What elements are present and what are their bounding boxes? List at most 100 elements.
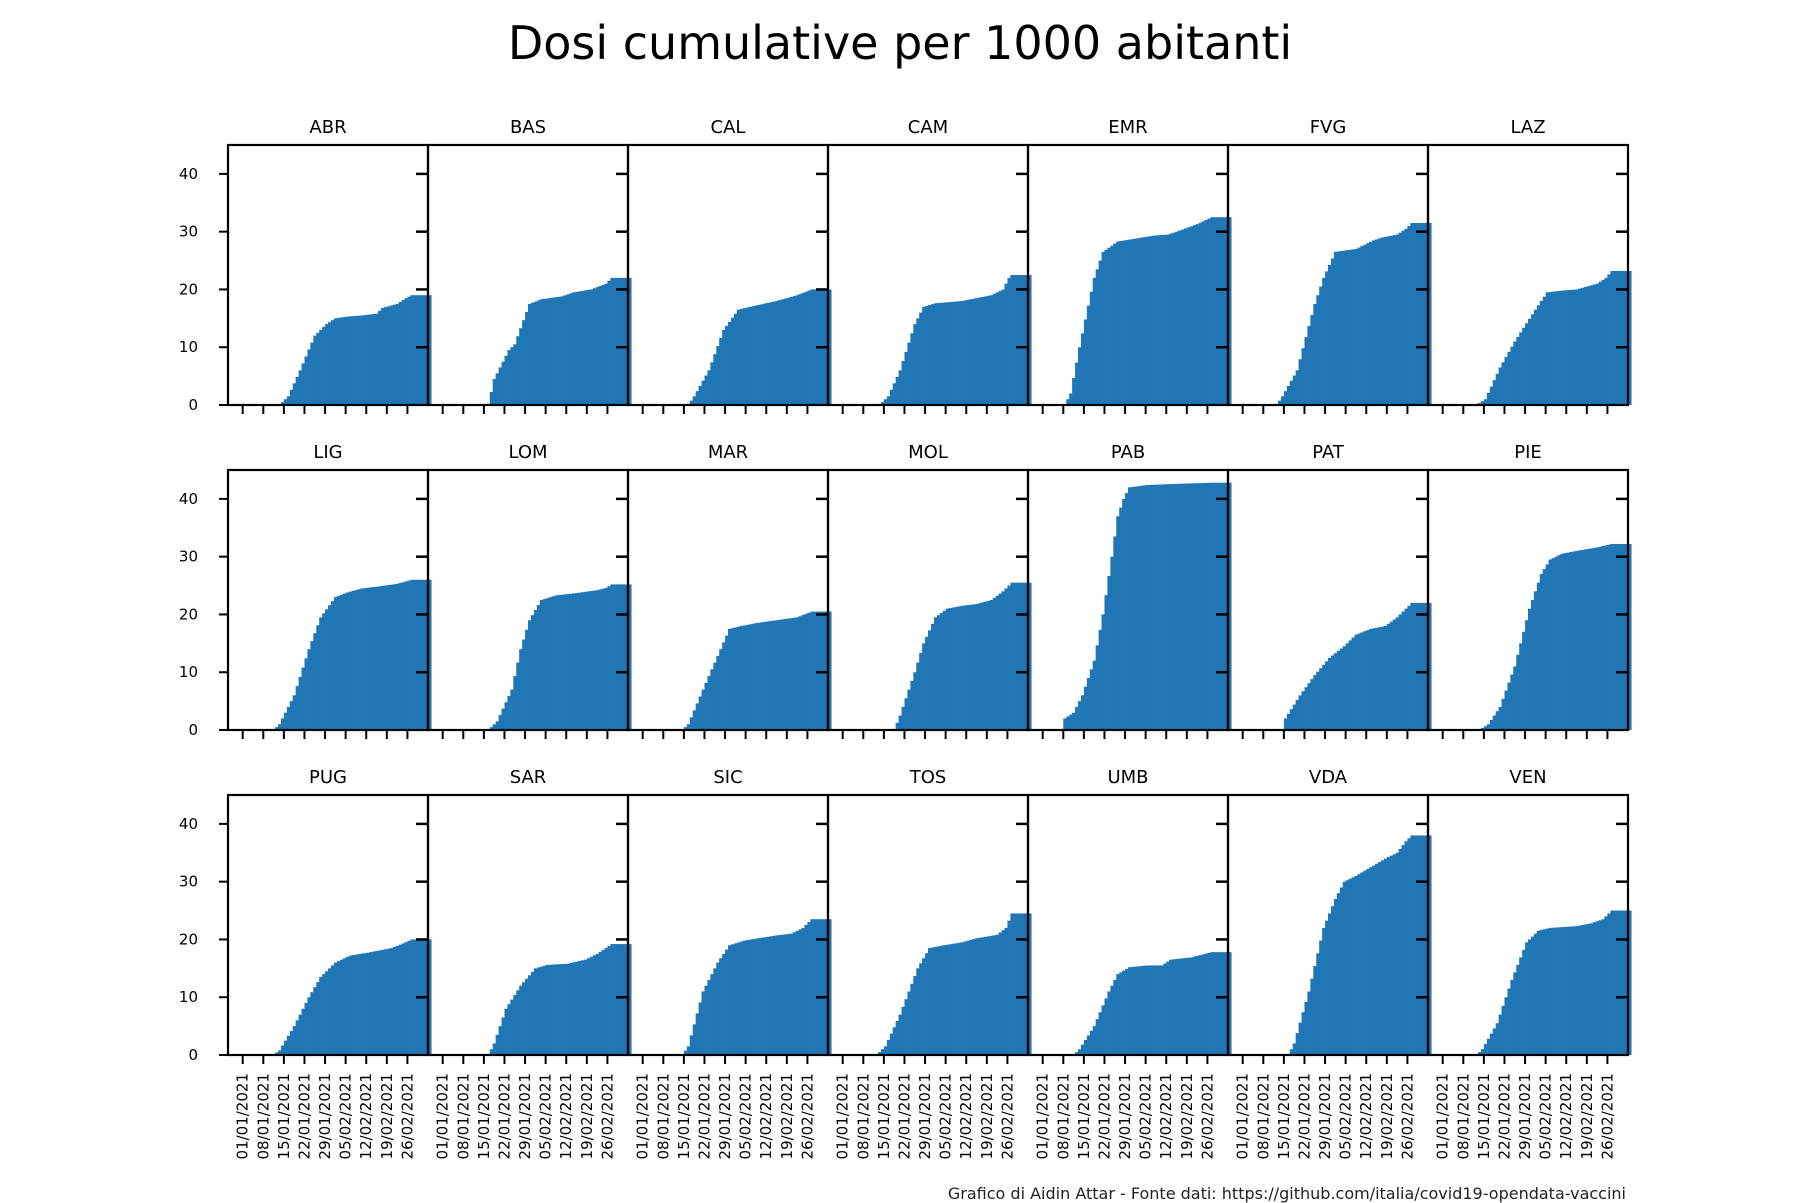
bar [307,349,311,405]
bar [801,292,806,405]
x-tick-label: 22/01/2021 [895,1073,913,1159]
bar [619,584,623,730]
bar [1363,244,1367,405]
bar [1380,860,1385,1055]
bar [375,586,379,730]
bar [1025,913,1029,1055]
bar [825,919,829,1055]
bar [925,305,929,405]
bar [554,964,559,1055]
bar [1313,303,1317,405]
bar [1595,921,1600,1055]
bar [1333,899,1338,1055]
bar [554,595,559,730]
bar [392,946,397,1055]
bar [822,919,826,1055]
bar [1330,258,1335,405]
bar [1595,283,1600,405]
bar [572,962,576,1055]
bar [304,658,309,730]
bar [401,582,406,730]
bar [610,584,614,730]
bar [1325,661,1329,730]
bar [395,303,400,405]
x-tick-label: 01/01/2021 [434,1073,452,1159]
bar [1622,543,1626,730]
bar [542,298,547,405]
bar [354,590,359,730]
bar [1619,910,1623,1055]
bar [683,727,688,730]
bar [1025,582,1029,730]
bar [778,619,782,730]
bar [701,689,706,730]
bar [498,714,503,730]
bar [516,336,520,405]
bar [498,367,503,405]
bar [998,593,1003,730]
bar [742,308,747,405]
bar [772,620,776,730]
bar [786,934,791,1055]
bar [716,962,720,1055]
bar [775,301,779,405]
bar [310,992,314,1055]
bar [328,605,332,730]
bar [1154,965,1159,1055]
bar [319,617,323,730]
bar [1086,305,1091,405]
bar [1204,220,1209,405]
bar [357,954,361,1055]
bar [892,1027,897,1055]
bar [1363,870,1367,1055]
bar [1519,643,1523,730]
bar [1092,1026,1097,1055]
bar [1572,289,1576,405]
bar [604,283,609,405]
bar [510,999,514,1055]
bar [1216,217,1220,405]
bar [1583,924,1588,1055]
bar [348,955,353,1055]
bar [622,584,626,730]
bar [539,600,544,730]
bar [1404,608,1409,730]
bar [369,952,373,1055]
bar [1025,275,1029,405]
x-tick-label: 19/02/2021 [778,1073,796,1159]
bar [825,611,829,730]
bar [1192,225,1197,405]
bar [322,327,326,405]
bar [904,698,909,730]
bar [1022,913,1026,1055]
bar [1066,716,1070,730]
bar [780,299,785,405]
bar [598,589,603,730]
bar [995,292,1000,405]
bar [992,293,997,405]
bar [1145,485,1150,730]
bar [1583,549,1588,730]
y-tick-label: 40 [179,815,198,833]
bar [901,706,906,730]
bar [1480,401,1485,405]
x-tick-label: 29/01/2021 [1116,1073,1134,1159]
bar [1019,275,1023,405]
bar [707,370,711,405]
x-tick-label: 05/02/2021 [937,1073,955,1159]
panel-title: PAT [1312,442,1345,463]
bar [563,963,567,1055]
bar [516,662,520,730]
bar [1492,380,1497,405]
bar [595,287,600,405]
bar [1413,835,1417,1055]
bar [389,584,394,730]
bar [1130,486,1135,730]
bar [1089,669,1094,730]
bar [1307,683,1311,730]
bar [1413,602,1417,730]
bar [1342,881,1347,1055]
bar [1545,292,1550,405]
bar [1504,997,1509,1055]
bar [933,303,938,405]
